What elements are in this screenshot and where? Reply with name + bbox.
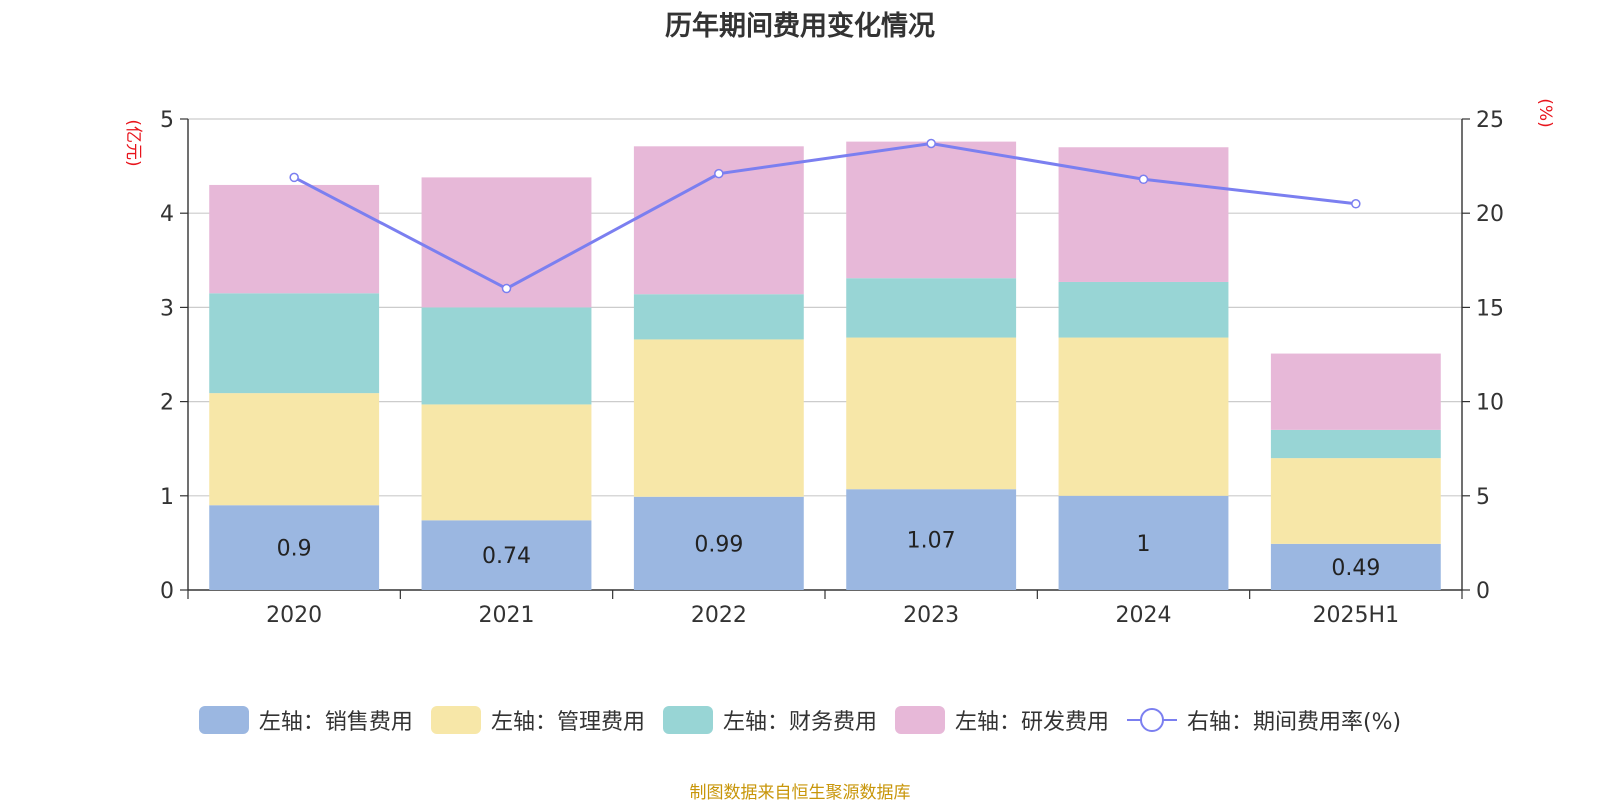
legend-swatch (662, 706, 713, 734)
x-axis-tick-label: 2024 (1116, 603, 1172, 628)
legend-item[interactable]: 左轴：研发费用 (894, 704, 1109, 736)
legend-label: 左轴：财务费用 (722, 710, 877, 735)
bar-segment (633, 294, 804, 340)
bar-segment (1058, 281, 1229, 338)
legend-line-marker (1126, 706, 1177, 734)
bar-segment (1270, 353, 1441, 430)
legend-label: 左轴：销售费用 (258, 710, 413, 735)
bar-segment (846, 489, 1017, 590)
bar-segment (209, 393, 380, 506)
x-axis-tick-label: 2025H1 (1313, 603, 1400, 628)
rate-point (1138, 174, 1149, 185)
left-axis-unit: (亿元) (123, 119, 143, 166)
x-axis-tick-label: 2021 (479, 603, 535, 628)
chart-canvas: 0 1 2 3 4 5 0 5 10 15 20 25 (亿元) (%) 2020 2021 2022 2023 2… (123, 98, 1555, 628)
legend-label: 左轴：管理费用 (490, 710, 645, 735)
x-axis-tick-label: 2023 (903, 603, 959, 628)
bar-segment (633, 146, 804, 295)
rate-point (289, 172, 299, 183)
bar-data-label: 0.74 (482, 544, 531, 569)
left-axis-tick-label: 4 (160, 202, 174, 227)
bar-segment (846, 337, 1017, 490)
bar-segment (1270, 543, 1441, 590)
bar-segment (633, 339, 804, 497)
bar-segment (1270, 458, 1441, 544)
legend-label: 右轴：期间费用率(%) (1186, 710, 1402, 735)
bar-segment (1058, 337, 1229, 496)
bar-segment (421, 307, 592, 405)
bar-segment (1058, 495, 1229, 590)
bar-data-label: 0.99 (694, 532, 743, 557)
left-axis-tick-label: 0 (160, 579, 174, 604)
bar-segment (846, 278, 1017, 338)
right-axis-unit: (%) (1535, 98, 1555, 127)
bar-segment (209, 184, 380, 294)
rate-point (1351, 199, 1361, 209)
bar-segment (1058, 147, 1229, 282)
legend-item[interactable]: 左轴：管理费用 (430, 704, 645, 736)
bar-data-label: 1 (1137, 532, 1151, 557)
data-source-note: 制图数据来自恒生聚源数据库 (689, 783, 911, 803)
legend-item[interactable]: 左轴：财务费用 (662, 704, 877, 736)
bar-segment (633, 496, 804, 590)
bar-segment (209, 505, 380, 590)
bar-segment (1270, 429, 1441, 459)
left-axis-tick-label: 5 (160, 108, 174, 133)
legend-item[interactable]: 左轴：销售费用 (198, 704, 413, 736)
chart-legend: 左轴：销售费用 左轴：管理费用 左轴：财务费用 左轴：研发费用 右轴：期间费用率(%) (0, 704, 1600, 736)
x-axis-tick-label: 2022 (691, 603, 747, 628)
rate-point (714, 168, 724, 179)
left-axis-tick-label: 1 (160, 485, 174, 510)
right-axis-tick-label: 10 (1476, 391, 1504, 416)
bar-data-label: 0.9 (277, 537, 312, 562)
bar-segment (421, 404, 592, 521)
chart-title: 历年期间费用变化情况 (665, 11, 935, 42)
rate-point (501, 283, 512, 294)
legend-swatch (198, 706, 249, 734)
bar-segment (421, 520, 592, 590)
left-axis-tick-label: 2 (160, 391, 174, 416)
x-axis-tick-label: 2020 (266, 603, 322, 628)
bar-segment (209, 293, 380, 394)
bar-data-label: 0.49 (1331, 556, 1380, 581)
legend-label: 左轴：研发费用 (954, 710, 1109, 735)
rate-line (293, 141, 1357, 291)
right-axis-tick-label: 20 (1476, 202, 1504, 227)
legend-item[interactable]: 右轴：期间费用率(%) (1126, 704, 1402, 736)
legend-swatch (430, 706, 481, 734)
right-axis-tick-label: 5 (1476, 485, 1490, 510)
right-axis-tick-label: 25 (1476, 108, 1504, 133)
left-axis-tick-label: 3 (160, 296, 174, 321)
bar-segment (846, 141, 1017, 279)
legend-swatch (894, 706, 945, 734)
right-axis-tick-label: 15 (1476, 296, 1504, 321)
bar-data-label: 1.07 (907, 529, 956, 554)
right-axis-tick-label: 0 (1476, 579, 1490, 604)
rate-point (926, 138, 936, 149)
